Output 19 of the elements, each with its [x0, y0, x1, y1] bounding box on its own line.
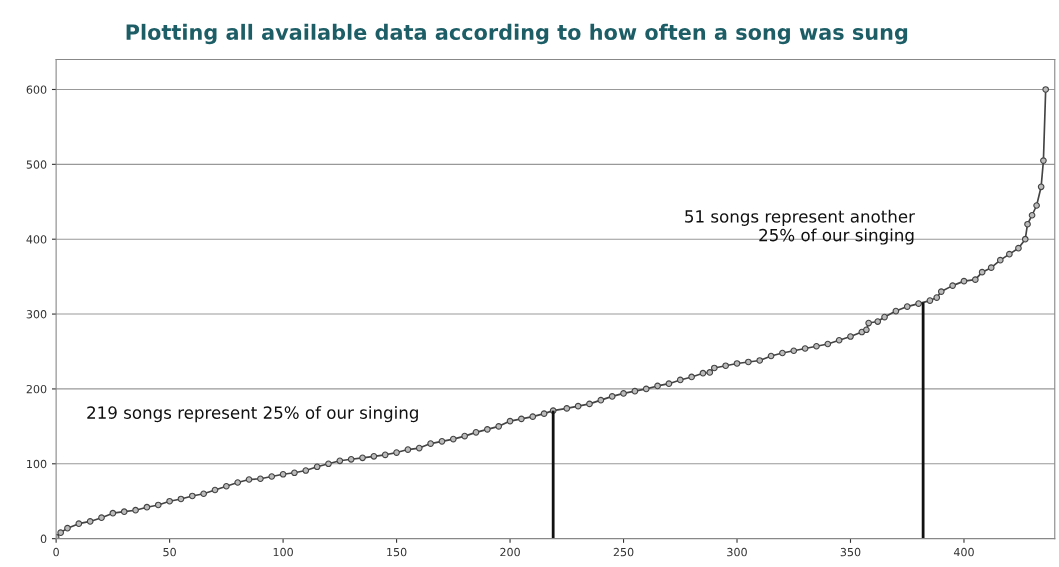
chart-title: Plotting all available data according to how often a song was sung [126, 23, 908, 45]
y-tick-label: 600 [26, 85, 47, 94]
x-tick-label: 100 [273, 547, 293, 557]
x-tick-label: 350 [840, 547, 861, 557]
x-tick-label: 400 [953, 547, 974, 557]
x-tick-label: 200 [500, 547, 520, 557]
annotation: 51 songs represent another 25% of our singing [685, 209, 915, 245]
y-tick-label: 400 [26, 235, 47, 244]
x-tick-label: 300 [727, 547, 747, 557]
y-tick-label: 0 [40, 534, 47, 544]
x-tick-label: 0 [53, 547, 59, 557]
annotation: 219 songs represent 25% of our singing [87, 406, 418, 423]
x-tick-label: 150 [387, 547, 407, 557]
x-tick-label: 50 [163, 547, 176, 557]
y-tick-label: 100 [27, 459, 47, 469]
y-tick-label: 300 [26, 310, 47, 319]
x-tick-label: 250 [613, 547, 634, 557]
y-tick-label: 200 [26, 384, 47, 394]
y-tick-label: 500 [26, 160, 47, 169]
